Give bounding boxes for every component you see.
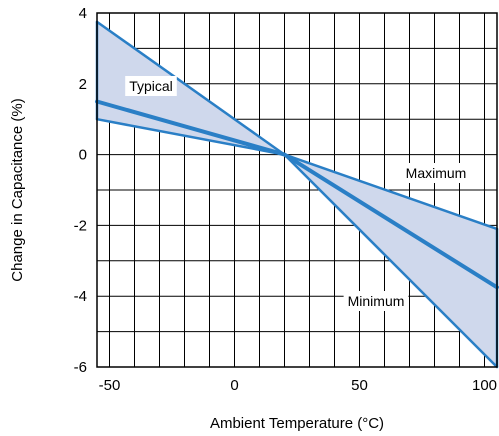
series-annotations: Typical Maximum Minimum (125, 76, 471, 311)
y-tick-label: -6 (74, 359, 87, 376)
x-tick-labels: -50 0 50 100 (99, 377, 497, 394)
y-tick-label: -2 (74, 217, 87, 234)
y-tick-label: 4 (79, 5, 87, 22)
annotation-box-minimum (343, 291, 409, 311)
plot-border (96, 12, 498, 368)
x-tick-label: 50 (351, 377, 368, 394)
y-axis-title: Change in Capacitance (%) (9, 98, 26, 281)
x-tick-label: 0 (230, 377, 238, 394)
grid (97, 13, 497, 367)
x-axis-title: Ambient Temperature (°C) (210, 415, 384, 432)
annotation-box-maximum (401, 163, 471, 183)
y-tick-label: 2 (79, 76, 87, 93)
band-fill (97, 21, 497, 367)
y-tick-labels: -6 -4 -2 0 2 4 (74, 5, 87, 376)
y-tick-label: 0 (79, 147, 87, 164)
annotation-box-typical (125, 76, 177, 96)
annotation-maximum: Maximum (406, 165, 467, 181)
series-line-minimum (95, 117, 499, 369)
annotation-typical: Typical (129, 78, 173, 94)
y-tick-label: -4 (74, 288, 87, 305)
shaded-band (97, 21, 497, 367)
x-tick-label: 100 (472, 377, 497, 394)
plot-frame (96, 12, 498, 368)
x-tick-label: -50 (99, 377, 121, 394)
annotation-minimum: Minimum (348, 293, 405, 309)
